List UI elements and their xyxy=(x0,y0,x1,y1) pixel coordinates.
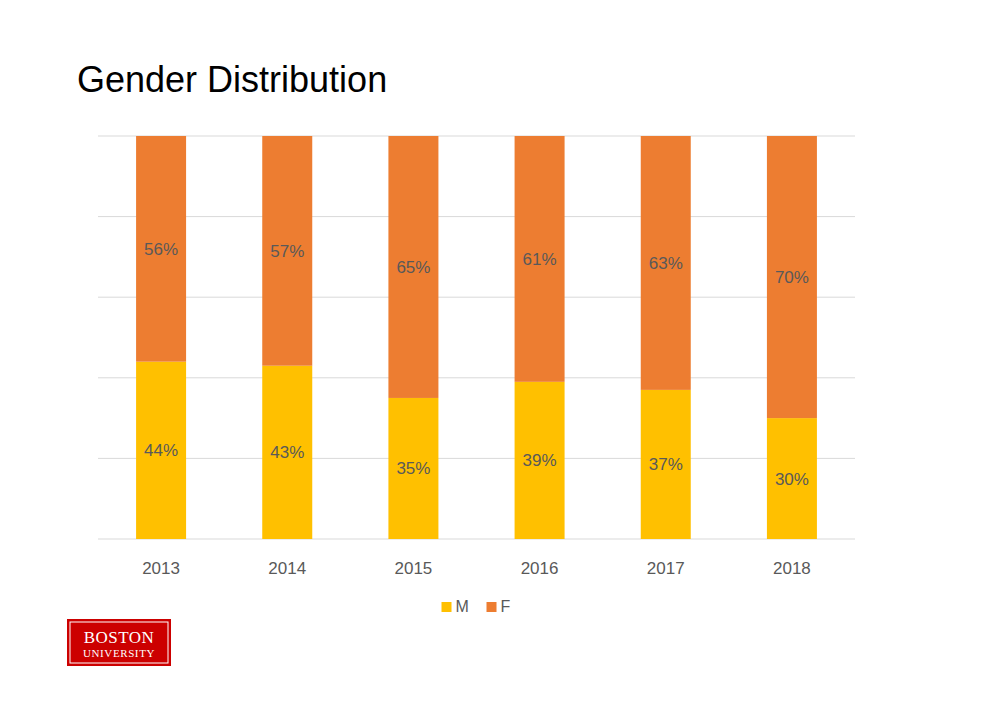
grid-line xyxy=(98,297,855,298)
grid-line xyxy=(98,216,855,217)
logo-text: UNIVERSITY xyxy=(83,647,155,659)
data-label: 61% xyxy=(523,250,557,269)
x-tick-label: 2018 xyxy=(773,559,811,578)
logo-border xyxy=(70,622,168,663)
legend-item: F xyxy=(487,598,511,615)
data-label: 37% xyxy=(649,455,683,474)
grid-line xyxy=(98,377,855,378)
legend: MF xyxy=(442,598,511,615)
bar-segment xyxy=(515,136,565,382)
bar-segment xyxy=(136,362,186,539)
chart-root: Gender Distribution 44% 43% 35% 39% 37% 30% 56%… xyxy=(0,0,995,710)
data-label: 63% xyxy=(649,254,683,273)
data-label: 70% xyxy=(775,268,809,287)
data-label: 56% xyxy=(144,240,178,259)
data-label: 57% xyxy=(270,242,304,261)
bar-segment xyxy=(262,366,312,539)
x-tick-label: 2014 xyxy=(268,559,306,578)
grid-line xyxy=(98,458,855,459)
bars xyxy=(136,136,817,539)
data-label: 65% xyxy=(396,258,430,277)
data-label: 35% xyxy=(396,459,430,478)
grid-line xyxy=(98,539,855,540)
bar-segment xyxy=(641,390,691,539)
chart-svg: Gender Distribution 44% 43% 35% 39% 37% 30% 56%… xyxy=(0,0,995,710)
x-tick-label: 2016 xyxy=(521,559,559,578)
legend-swatch xyxy=(487,602,497,612)
x-tick-label: 2017 xyxy=(647,559,685,578)
data-labels: 44% 43% 35% 39% 37% 30% 56% 57% 65% 61% 63% 70% xyxy=(144,240,809,489)
grid-line xyxy=(98,136,855,137)
legend-item: M xyxy=(442,598,469,615)
data-label: 39% xyxy=(523,451,557,470)
data-label: 44% xyxy=(144,441,178,460)
legend-label: M xyxy=(456,598,469,615)
x-tick-label: 2013 xyxy=(142,559,180,578)
logo-text: BOSTON xyxy=(84,628,155,647)
bar-segment xyxy=(388,136,438,398)
data-label: 43% xyxy=(270,443,304,462)
bar-segment xyxy=(388,398,438,539)
bar-segment xyxy=(767,418,817,539)
data-label: 30% xyxy=(775,470,809,489)
logo-box xyxy=(67,619,171,666)
x-tick-label: 2015 xyxy=(395,559,433,578)
logo: BOSTONUNIVERSITY xyxy=(67,619,171,666)
legend-label: F xyxy=(501,598,511,615)
legend-swatch xyxy=(442,602,452,612)
bar-segment xyxy=(515,382,565,539)
bar-segment xyxy=(641,136,691,390)
bar-segment xyxy=(262,136,312,366)
bar-segment xyxy=(767,136,817,418)
bar-segment xyxy=(136,136,186,362)
chart-title: Gender Distribution xyxy=(77,59,387,100)
